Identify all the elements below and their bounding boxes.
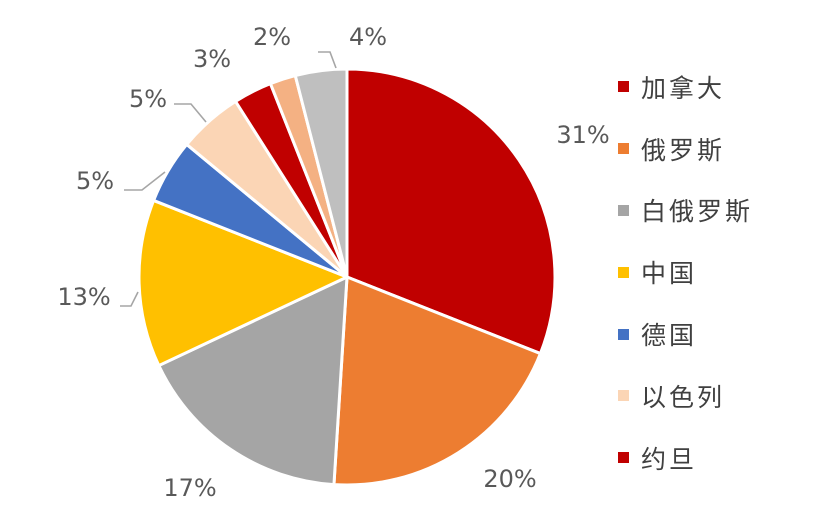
pie-slice-8 — [293, 67, 349, 279]
legend-swatch — [618, 143, 629, 155]
legend-item-2: 白俄罗斯 — [618, 180, 753, 242]
slice-label-0: 31% — [556, 121, 609, 149]
pie-slice-3 — [137, 198, 349, 368]
legend-label: 加拿大 — [641, 73, 726, 103]
legend-item-3: 中国 — [618, 241, 753, 303]
slice-label-4: 5% — [76, 167, 114, 195]
legend-item-1: 俄罗斯 — [618, 118, 753, 180]
chart-legend: 加拿大俄罗斯白俄罗斯中国德国以色列约旦 — [618, 56, 753, 489]
leader-line-4 — [124, 171, 166, 191]
legend-swatch — [618, 452, 629, 464]
leader-line-8 — [318, 51, 337, 69]
legend-item-6: 约旦 — [618, 427, 753, 489]
slice-label-3: 13% — [57, 283, 110, 311]
legend-item-0: 加拿大 — [618, 56, 753, 118]
pie-slice-1 — [332, 275, 542, 487]
legend-label: 约旦 — [641, 444, 698, 474]
slice-label-1: 20% — [483, 465, 536, 493]
slice-label-7: 2% — [253, 23, 291, 51]
legend-label: 白俄罗斯 — [641, 197, 754, 227]
leader-line-5 — [174, 103, 207, 123]
legend-swatch — [618, 81, 629, 93]
legend-item-5: 以色列 — [618, 365, 753, 427]
legend-swatch — [618, 390, 629, 402]
legend-label: 德国 — [641, 321, 698, 351]
slice-label-8: 4% — [349, 23, 387, 51]
slice-label-6: 3% — [193, 45, 231, 73]
pie-slice-0 — [345, 67, 557, 356]
slice-label-2: 17% — [163, 474, 216, 502]
legend-label: 中国 — [641, 259, 698, 289]
legend-item-4: 德国 — [618, 303, 753, 365]
pie-slice-2 — [157, 275, 349, 487]
legend-swatch — [618, 266, 629, 278]
legend-swatch — [618, 204, 629, 216]
legend-label: 俄罗斯 — [641, 135, 726, 165]
leader-line-3 — [120, 291, 139, 307]
legend-swatch — [618, 328, 629, 340]
legend-label: 以色列 — [641, 382, 726, 412]
slice-label-5: 5% — [129, 85, 167, 113]
